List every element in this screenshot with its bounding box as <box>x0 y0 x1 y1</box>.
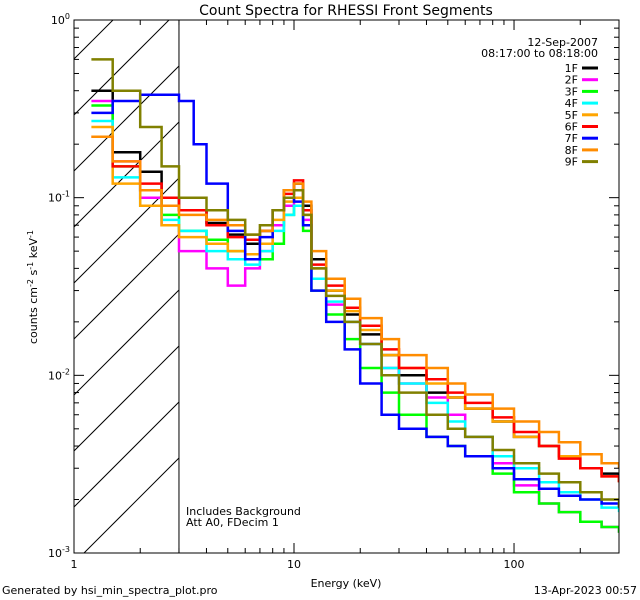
series-line-4F <box>91 119 619 513</box>
y-tick-label: 100 <box>51 12 70 27</box>
timestamp-footer: 13-Apr-2023 00:57 <box>534 584 637 597</box>
legend-label-7F: 7F <box>565 132 578 145</box>
plot-frame <box>73 19 620 554</box>
series-line-9F <box>91 58 619 508</box>
x-tick-label: 1 <box>71 558 78 571</box>
legend-label-9F: 9F <box>565 156 578 169</box>
hatch-line <box>74 233 180 340</box>
hatch-line <box>74 20 170 116</box>
x-axis-label: Energy (keV) <box>311 577 382 590</box>
hatch-line <box>74 177 180 284</box>
y-tick-label: 10-3 <box>48 545 70 560</box>
background-hatch-region <box>74 0 180 553</box>
y-tick-label: 10-2 <box>48 367 70 382</box>
series-line-7F <box>91 93 619 508</box>
legend-label-1F: 1F <box>565 62 578 75</box>
legend-label-4F: 4F <box>565 97 578 110</box>
legend-label-6F: 6F <box>565 121 578 134</box>
time-range-label: 08:17:00 to 08:18:00 <box>481 47 598 60</box>
legend-label-5F: 5F <box>565 109 578 122</box>
y-tick-label: 10-1 <box>48 190 70 205</box>
hatch-line <box>83 457 180 553</box>
hatch-line <box>74 65 180 172</box>
annotation-background: Includes Background <box>186 505 301 518</box>
generated-by-footer: Generated by hsi_min_spectra_plot.pro <box>2 584 218 597</box>
hatch-line <box>74 121 180 228</box>
date-label: 12-Sep-2007 <box>527 36 598 49</box>
x-tick-label: 10 <box>287 558 301 571</box>
hatch-line <box>74 20 114 60</box>
series-layer <box>91 58 619 533</box>
hatch-line <box>74 345 180 452</box>
x-tick-label: 100 <box>504 558 525 571</box>
hatch-line <box>74 401 180 508</box>
chart-title: Count Spectra for RHESSI Front Segments <box>199 3 493 19</box>
legend-label-2F: 2F <box>565 74 578 87</box>
hatch-line <box>74 289 180 396</box>
hatch-line <box>74 0 179 3</box>
legend-label-8F: 8F <box>565 144 578 157</box>
legend-label-3F: 3F <box>565 85 578 98</box>
y-axis-label: counts cm-2 s-1 keV-1 <box>26 230 40 344</box>
annotation-attenuator: Att A0, FDecim 1 <box>186 516 279 529</box>
